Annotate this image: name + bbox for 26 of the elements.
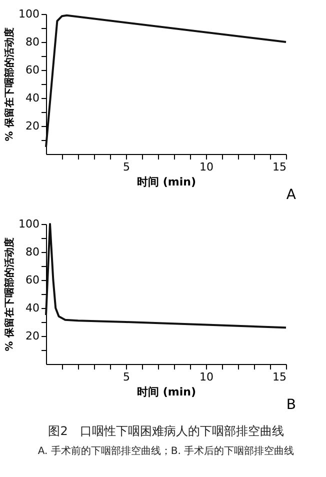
- x-tick-label: 15: [272, 160, 286, 174]
- x-tick-label: 5: [123, 160, 130, 174]
- y-tick-label: 40: [26, 92, 40, 104]
- y-tick-label: 100: [18, 218, 40, 230]
- text: A. 手术前的下咽部排空曲线；B. 手术后的下咽部排空曲线: [38, 445, 294, 457]
- y-tick-label: 20: [26, 120, 40, 132]
- y-tick-label: 60: [26, 274, 40, 286]
- line-series: [45, 14, 287, 148]
- y-axis-title: % 保留在下咽部的活动度: [4, 28, 16, 142]
- y-tick-label: 80: [26, 246, 40, 258]
- x-tick-label: 10: [200, 160, 214, 174]
- y-tick-label: 100: [18, 8, 40, 20]
- x-axis-title: 时间 (min): [137, 176, 196, 188]
- text: B: [286, 397, 296, 413]
- x-tick-label: 5: [123, 370, 130, 384]
- y-tick-label: 40: [26, 302, 40, 314]
- x-tick-label: 15: [272, 370, 286, 384]
- y-axis-title: % 保留在下咽部的活动度: [4, 238, 16, 352]
- y-tick-label: 20: [26, 330, 40, 342]
- line-series: [45, 223, 287, 329]
- x-axis-title: 时间 (min): [137, 386, 196, 398]
- text: A: [286, 187, 296, 203]
- x-tick-label: 10: [200, 370, 214, 384]
- y-tick-label: 80: [26, 36, 40, 48]
- y-tick-label: 60: [26, 64, 40, 76]
- text: 图2 口咽性下咽困难病人的下咽部排空曲线: [48, 424, 284, 438]
